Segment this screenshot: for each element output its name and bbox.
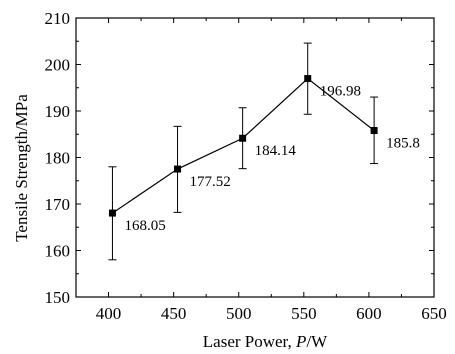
y-tick-label: 200: [45, 56, 71, 75]
data-series: 168.05 177.52 184.14 196.98 185.8: [108, 42, 420, 261]
x-tick-label: 400: [96, 304, 122, 323]
data-point: [370, 127, 378, 135]
y-tick-label: 150: [45, 288, 71, 307]
y-tick-label: 170: [45, 195, 71, 214]
x-tick-label: 550: [291, 304, 317, 323]
data-label: 196.98: [320, 84, 361, 100]
data-label: 185.8: [386, 136, 420, 152]
y-axis-label: Tensile Strength/MPa: [12, 94, 31, 242]
x-axis-label: Laser Power, P/W: [203, 332, 328, 351]
x-tick-label: 450: [161, 304, 187, 323]
y-tick-label: 210: [45, 9, 71, 28]
data-point: [239, 134, 247, 142]
data-point: [304, 75, 312, 83]
data-point: [174, 165, 182, 173]
y-tick-label: 160: [45, 242, 71, 261]
axis-labels: Laser Power, P/W Tensile Strength/MPa: [12, 94, 328, 351]
y-tick-label: 180: [45, 149, 71, 168]
data-label: 184.14: [255, 143, 297, 159]
axes: 400 450 500 550 600 650 150 160 170 180 190 200 210: [45, 9, 447, 323]
data-label: 168.05: [124, 218, 165, 234]
y-tick-label: 190: [45, 102, 71, 121]
data-point: [108, 209, 116, 217]
data-label: 177.52: [190, 174, 231, 190]
x-tick-label: 650: [421, 304, 447, 323]
x-tick-label: 500: [226, 304, 252, 323]
x-tick-label: 600: [356, 304, 382, 323]
